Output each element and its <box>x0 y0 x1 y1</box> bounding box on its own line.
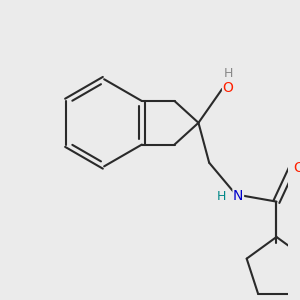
Text: N: N <box>233 189 244 203</box>
Text: O: O <box>293 161 300 175</box>
Text: O: O <box>223 81 233 95</box>
Text: H: H <box>217 190 226 202</box>
Text: H: H <box>224 67 233 80</box>
